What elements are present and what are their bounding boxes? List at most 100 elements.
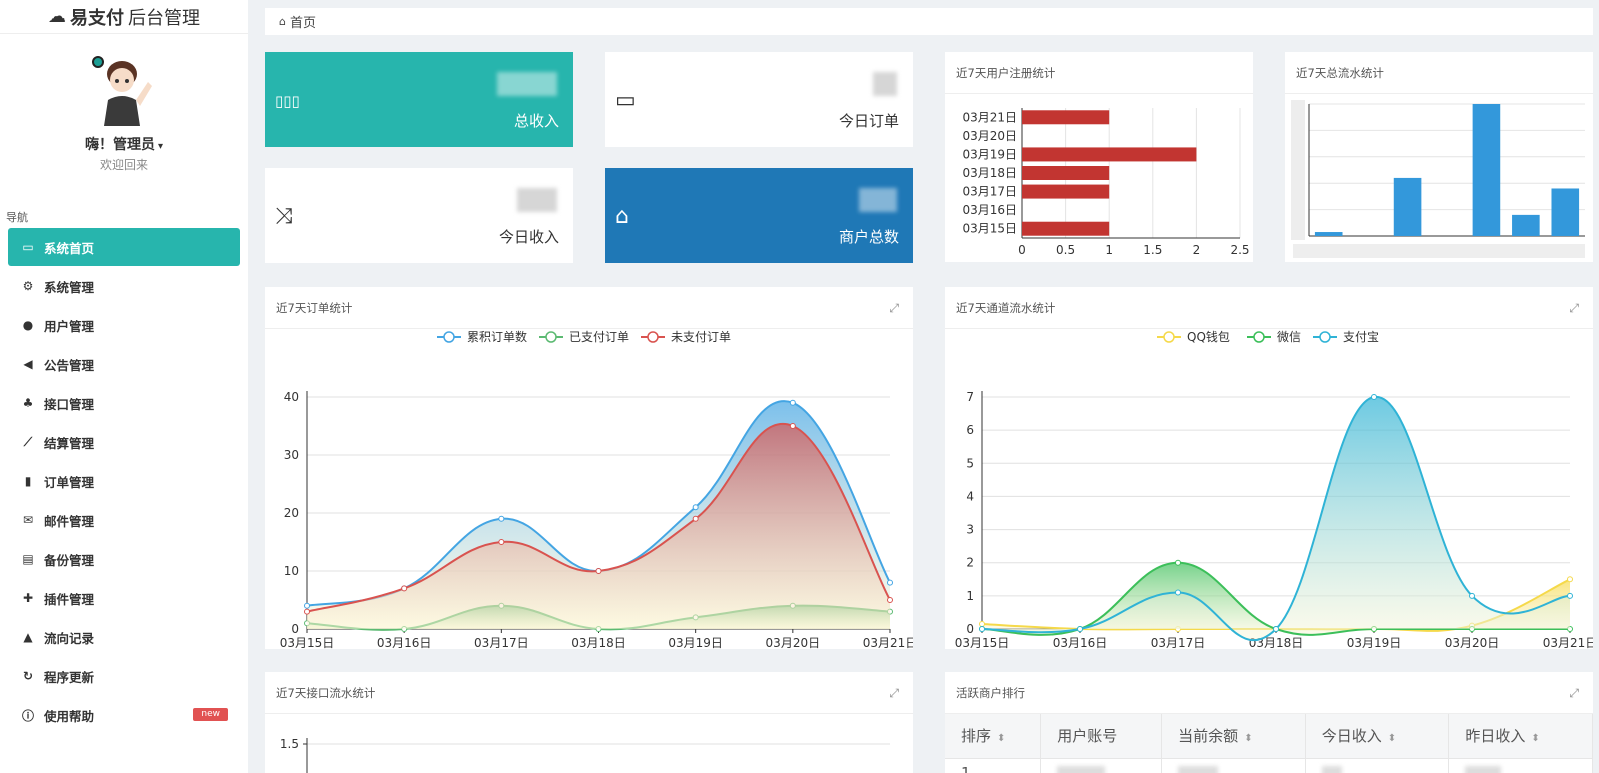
stat-total-income[interactable]: ▯▯▯ 总收入 <box>265 52 573 147</box>
sort-icon: ⬍ <box>1244 733 1253 745</box>
nav-item-12[interactable]: ⓘ 使用帮助 new <box>8 696 240 734</box>
rank-cell: 1 <box>945 758 1042 773</box>
x-tick-label: 03月21日 <box>1543 636 1593 649</box>
bar <box>1022 166 1110 180</box>
data-point <box>789 399 796 406</box>
stat-label: 今日订单 <box>838 112 899 130</box>
stat-today-orders[interactable]: ▭ 今日订单 <box>605 52 913 147</box>
nav-item-label: 系统首页 <box>44 240 95 256</box>
data-point <box>789 423 796 429</box>
x-tick-label: 1.5 <box>1143 243 1162 257</box>
bar-chart-icon: ▯▯▯ <box>275 92 300 110</box>
sidebar: ☁ 易支付 后台管理 嗨！管理员 ▾ 欢迎回来 导航 ▭ 系统首页 ⚙ 系统管理 ● 用户管… <box>0 0 248 773</box>
nav-item-2[interactable]: ● 用户管理 <box>8 306 240 344</box>
legend-item: 微信 <box>1247 330 1301 344</box>
x-tick-label: 03月16日 <box>1053 636 1108 649</box>
panel-title: 近7天订单统计 ⤢ <box>265 287 913 329</box>
y-tick-label: 1 <box>966 589 974 603</box>
nav-item-11[interactable]: ↻ 程序更新 <box>8 657 240 695</box>
breadcrumb: ⌂ 首页 <box>265 8 1593 35</box>
nav-item-1[interactable]: ⚙ 系统管理 <box>8 267 240 305</box>
today-cell <box>1305 758 1450 773</box>
y-tick-label: 03月18日 <box>962 166 1017 180</box>
home-icon: ⌂ <box>279 15 286 28</box>
nav-item-7[interactable]: ✉ 邮件管理 <box>8 501 240 539</box>
brand-logo[interactable]: ☁ 易支付 后台管理 <box>0 0 248 34</box>
avatar[interactable] <box>92 52 156 126</box>
avatar-illustration <box>104 61 152 126</box>
user-name-dropdown[interactable]: 嗨！管理员 ▾ <box>84 137 164 153</box>
stat-merchants[interactable]: ⌂ 商户总数 <box>605 168 913 263</box>
expand-icon[interactable]: ⤢ <box>889 301 899 315</box>
expand-icon[interactable]: ⤢ <box>1569 301 1579 315</box>
data-point <box>1273 626 1279 632</box>
sort-icon: ⬍ <box>997 733 1006 745</box>
expand-icon[interactable]: ⤢ <box>1569 686 1579 700</box>
column-header[interactable]: 昨日收入 ⬍ <box>1448 714 1593 759</box>
nav-icon: ✉ <box>22 513 34 527</box>
stat-today-income[interactable]: ⤨ 今日收入 <box>265 168 573 263</box>
data-point <box>401 585 408 592</box>
bar <box>1022 147 1197 162</box>
svg-text:微信: 微信 <box>1277 330 1301 344</box>
blurred-value <box>497 72 557 96</box>
column-header[interactable]: 排序 ⬍ <box>945 714 1042 759</box>
orders-chart: 0 10 20 30 40 03月15日 03月16日 03月17日 03月18日 03月19日 0… <box>280 329 913 649</box>
panel-interface-flow: 近7天接口流水统计 ⤢ 1.5 <box>265 672 913 773</box>
shuffle-icon: ⤨ <box>275 204 293 229</box>
bar <box>1022 221 1110 236</box>
user-icon: ⌂ <box>615 204 629 229</box>
bar <box>1314 232 1343 236</box>
nav-item-5[interactable]: ⟋ 结算管理 <box>8 423 240 461</box>
profile: 嗨！管理员 ▾ 欢迎回来 <box>0 34 248 208</box>
interface-flow-chart: 1.5 <box>280 737 890 773</box>
nav-icon: ⚙ <box>22 279 34 293</box>
series-area <box>982 396 1570 641</box>
nav-item-label: 公告管理 <box>44 357 95 373</box>
legend-item: 累积订单数 <box>437 329 527 344</box>
data-point <box>1175 589 1181 596</box>
nav-item-8[interactable]: ▤ 备份管理 <box>8 540 240 578</box>
expand-icon[interactable]: ⤢ <box>889 686 899 700</box>
yesterday-cell <box>1448 758 1593 773</box>
nav-item-4[interactable]: ♣ 接口管理 <box>8 384 240 422</box>
nav-item-9[interactable]: ✚ 插件管理 <box>8 579 240 617</box>
column-header[interactable]: 用户账号 <box>1040 714 1163 759</box>
y-tick-label: 5 <box>966 456 974 470</box>
y-tick-label: 0 <box>966 622 974 636</box>
svg-text:支付宝: 支付宝 <box>1343 330 1379 344</box>
data-point <box>692 515 699 522</box>
user-registration-chart: 0 0.5 1 1.5 2 2.5 03月15日 03月16日 03月17日 03月18日 03月1… <box>962 108 1250 257</box>
data-point <box>887 597 893 603</box>
caret-down-icon: ▾ <box>157 141 164 152</box>
nav-item-6[interactable]: ▮ 订单管理 <box>8 462 240 500</box>
x-tick-label: 03月17日 <box>474 636 529 649</box>
nav-icon: ♣ <box>22 396 34 410</box>
series-line <box>981 395 1571 642</box>
nav-menu: ▭ 系统首页 ⚙ 系统管理 ● 用户管理 ◀ 公告管理 ♣ 接口管理 ⟋ 结算管理 ▮ 订单管理 ✉ 邮件管理… <box>0 228 248 734</box>
x-tick-label: 03月20日 <box>1445 636 1500 649</box>
y-tick-label: 30 <box>284 448 299 462</box>
svg-text:未支付订单: 未支付订单 <box>671 330 731 344</box>
panel-title: 近7天通道流水统计 ⤢ <box>945 287 1593 329</box>
column-header[interactable]: 今日收入 ⬍ <box>1305 714 1450 759</box>
total-flow-chart <box>1291 100 1585 258</box>
y-tick-label: 03月21日 <box>962 110 1017 124</box>
stat-label: 总收入 <box>513 112 559 130</box>
nav-item-10[interactable]: ▲ 流向记录 <box>8 618 240 656</box>
cloud-icon: ☁ <box>48 6 66 27</box>
nav-item-3[interactable]: ◀ 公告管理 <box>8 345 240 383</box>
breadcrumb-home[interactable]: 首页 <box>289 16 316 31</box>
svg-text:QQ钱包: QQ钱包 <box>1187 329 1230 344</box>
panel-title: 近7天接口流水统计 ⤢ <box>265 672 913 714</box>
data-point <box>979 621 985 628</box>
y-tick-label: 2 <box>966 556 974 570</box>
column-header[interactable]: 当前余额 ⬍ <box>1161 714 1306 759</box>
x-tick-label: 03月19日 <box>1347 636 1402 649</box>
data-point <box>1469 592 1475 599</box>
x-tick-label: 03月15日 <box>280 636 335 649</box>
panel-total-flow: 近7天总流水统计 <box>1285 52 1593 262</box>
nav-item-0[interactable]: ▭ 系统首页 <box>8 228 240 266</box>
data-point <box>887 579 893 586</box>
nav-item-label: 邮件管理 <box>44 513 95 529</box>
